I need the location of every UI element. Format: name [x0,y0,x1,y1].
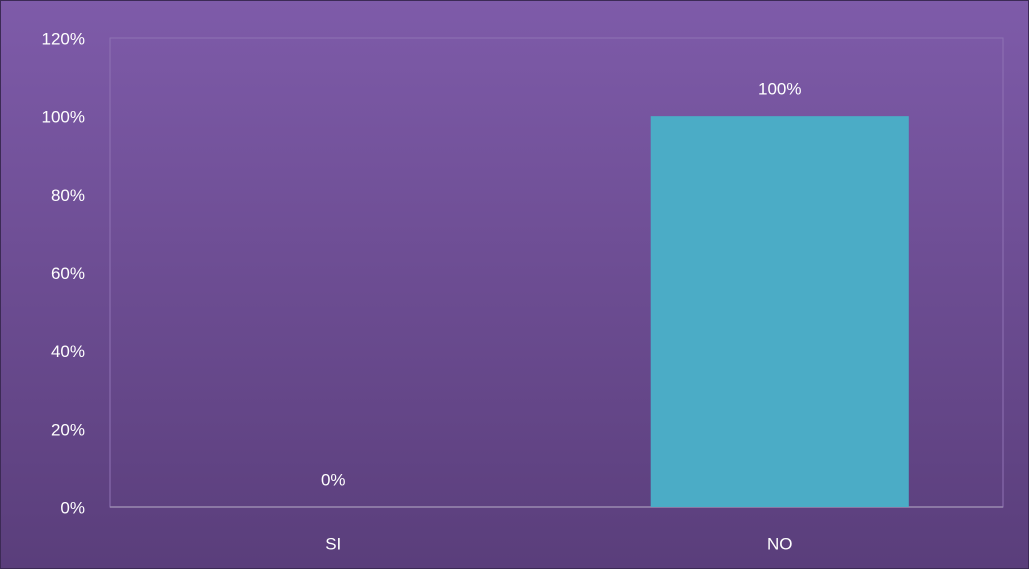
y-tick-label: 60% [51,264,85,283]
y-tick-label: 0% [60,498,85,517]
y-tick-label: 20% [51,420,85,439]
y-tick-label: 40% [51,342,85,361]
data-label: 0% [321,470,346,489]
y-tick-label: 100% [42,108,85,127]
y-tick-label: 80% [51,186,85,205]
bar [650,116,909,508]
data-label: 100% [758,80,801,99]
y-tick-label: 120% [42,29,85,48]
x-tick-label: NO [767,534,793,553]
x-tick-label: SI [325,534,341,553]
